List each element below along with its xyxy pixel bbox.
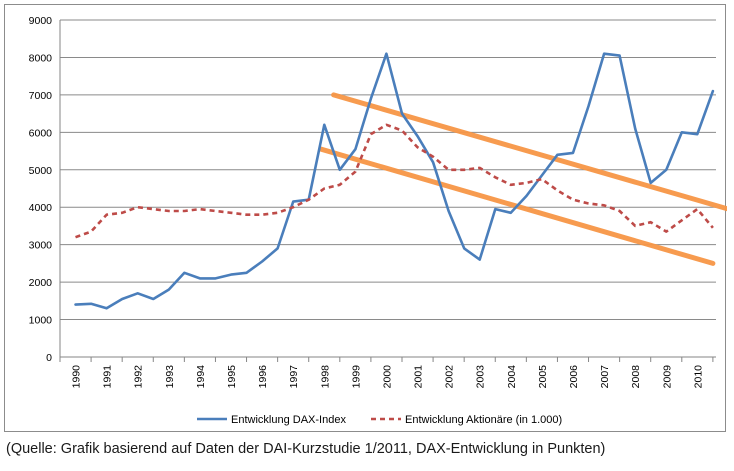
y-tick-label: 5000 xyxy=(29,165,53,177)
y-tick-label: 9000 xyxy=(29,15,53,27)
source-caption: (Quelle: Grafik basierend auf Daten der … xyxy=(6,441,606,457)
x-tick-label: 1991 xyxy=(102,365,114,389)
x-tick-label: 2001 xyxy=(413,365,425,389)
y-tick-label: 0 xyxy=(46,352,52,364)
x-tick-label: 2008 xyxy=(630,365,642,389)
x-tick-label: 1998 xyxy=(319,365,331,389)
y-tick-label: 3000 xyxy=(29,240,53,252)
x-tick-label: 1994 xyxy=(195,365,207,389)
x-tick-label: 1999 xyxy=(350,365,362,389)
x-tick-label: 1997 xyxy=(288,365,300,389)
y-tick-label: 6000 xyxy=(29,127,53,139)
line-chart: 0 1000 2000 3000 4000 5000 6000 7000 8000 9000 199… xyxy=(29,15,727,426)
x-tick-label: 1993 xyxy=(164,365,176,389)
x-tick-label: 2006 xyxy=(568,365,580,389)
y-tick-label: 4000 xyxy=(29,202,53,214)
x-tick-label: 1992 xyxy=(133,365,145,389)
legend-label: Entwicklung Aktionäre (in 1.000) xyxy=(405,414,562,426)
chart-frame: 0 1000 2000 3000 4000 5000 6000 7000 8000 9000 199… xyxy=(4,4,727,432)
y-tick-label: 2000 xyxy=(29,277,53,289)
x-tick-label: 1996 xyxy=(257,365,269,389)
x-tick-label: 2009 xyxy=(661,365,673,389)
y-tick-label: 1000 xyxy=(29,315,53,327)
x-tick-label: 2000 xyxy=(381,365,393,389)
x-tick-label: 2003 xyxy=(475,365,487,389)
x-tick-label: 2007 xyxy=(599,365,611,389)
x-tick-label: 2010 xyxy=(692,365,704,389)
y-tick-label: 7000 xyxy=(29,90,53,102)
x-tick-label: 1990 xyxy=(71,365,83,389)
trend-line xyxy=(331,92,727,212)
legend-label: Entwicklung DAX-Index xyxy=(231,414,346,426)
y-tick-label: 8000 xyxy=(29,52,53,64)
series-line-shareholders xyxy=(75,123,714,239)
x-tick-label: 1995 xyxy=(226,365,238,389)
x-tick-label: 2002 xyxy=(444,365,456,389)
series-line-dax xyxy=(74,52,715,310)
x-tick-label: 2004 xyxy=(506,365,518,389)
x-tick-label: 2005 xyxy=(537,365,549,389)
